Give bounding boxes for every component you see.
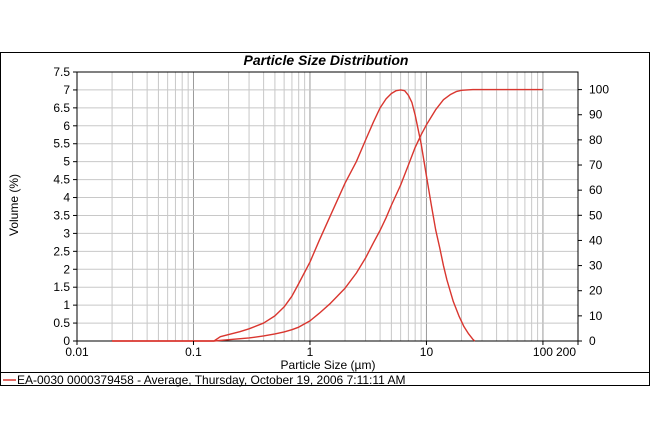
y2-tick-label: 70 xyxy=(589,158,603,172)
y2-tick-label: 80 xyxy=(589,133,603,147)
y-tick-label: 1.5 xyxy=(53,280,70,294)
x-tick-label: 0.01 xyxy=(65,345,89,359)
y-tick-label: 4 xyxy=(63,191,70,205)
y2-tick-label: 90 xyxy=(589,108,603,122)
ticks-layer: 0 0.5 1 1.5 2 2.5 3 3.5 4 4.5 5 5.5 6 6.5 7 7.5 0 10 20 30 4… xyxy=(53,65,609,359)
y2-tick-label: 20 xyxy=(589,284,603,298)
x-tick-label: 100 xyxy=(533,345,553,359)
series-layer xyxy=(112,88,543,342)
y-tick-label: 6 xyxy=(63,119,70,133)
y2-tick-label: 50 xyxy=(589,208,603,222)
y-tick-label: 2.5 xyxy=(53,244,70,258)
y2-tick-label: 100 xyxy=(589,83,609,97)
y2-tick-label: 60 xyxy=(589,183,603,197)
y-tick-label: 0 xyxy=(63,334,70,348)
x-tick-label: 0.1 xyxy=(185,345,202,359)
grid-layer xyxy=(77,72,578,341)
y-tick-label: 7.5 xyxy=(53,65,70,79)
y-axis-label: Volume (%) xyxy=(7,174,21,236)
y-tick-label: 6.5 xyxy=(53,101,70,115)
y-tick-label: 3 xyxy=(63,226,70,240)
y2-tick-label: 10 xyxy=(589,309,603,323)
cumulative-curve xyxy=(112,88,543,342)
y-tick-label: 0.5 xyxy=(53,316,70,330)
legend-label: EA-0030 0000379458 - Average, Thursday, … xyxy=(17,373,406,387)
x-tick-label: 1 xyxy=(307,345,314,359)
y-tick-label: 7 xyxy=(63,83,70,97)
frequency-curve xyxy=(112,89,476,342)
y2-tick-label: 40 xyxy=(589,233,603,247)
x-axis-label: Particle Size (µm) xyxy=(281,358,376,372)
y-tick-label: 2 xyxy=(63,262,70,276)
y2-tick-label: 0 xyxy=(589,334,596,348)
y-tick-label: 5.5 xyxy=(53,137,70,151)
x-tick-label: 200 xyxy=(556,345,576,359)
plot-area xyxy=(76,71,579,342)
chart-frame xyxy=(0,52,650,386)
y2-tick-label: 30 xyxy=(589,259,603,273)
chart-title: Particle Size Distribution xyxy=(244,52,409,68)
y-tick-label: 3.5 xyxy=(53,208,70,222)
y-tick-label: 1 xyxy=(63,298,70,312)
y-tick-label: 4.5 xyxy=(53,173,70,187)
x-tick-label: 10 xyxy=(420,345,434,359)
y-tick-label: 5 xyxy=(63,155,70,169)
